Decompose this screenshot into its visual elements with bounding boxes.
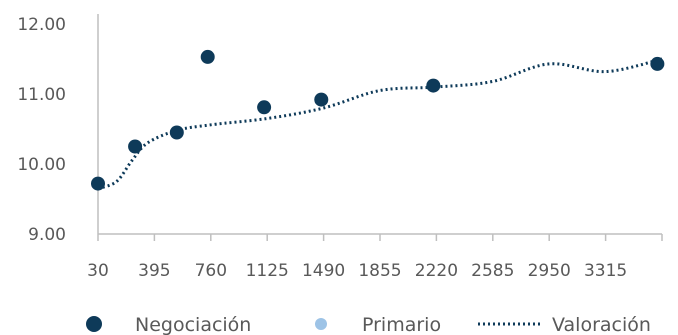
x-tick-label: 2220 — [415, 261, 458, 281]
x-tick-label: 3315 — [584, 261, 627, 281]
x-axis-labels: 30 395 760 1125 1490 1855 2220 2585 2950 3315 — [87, 261, 627, 281]
series-lines — [98, 59, 662, 189]
x-tick-label: 30 — [87, 261, 109, 281]
x-tick-label: 1125 — [246, 261, 289, 281]
x-tick-label: 1855 — [358, 261, 401, 281]
negociacion-point — [128, 140, 142, 154]
negociacion-point — [314, 93, 328, 107]
x-tick-label: 395 — [138, 261, 170, 281]
y-tick-label: 9.00 — [28, 225, 66, 245]
legend-label-valoracion: Valoración — [552, 314, 651, 335]
negociacion-point — [201, 50, 215, 64]
x-tick-label: 1490 — [302, 261, 345, 281]
negociacion-point — [170, 126, 184, 140]
y-axis-labels: 9.00 10.00 11.00 12.00 — [17, 15, 66, 245]
negociacion-point — [426, 79, 440, 93]
negociacion-point — [91, 177, 105, 191]
x-tick-label: 2950 — [528, 261, 571, 281]
valoracion-line — [98, 59, 662, 189]
y-tick-label: 10.00 — [17, 155, 66, 175]
negociacion-point — [257, 100, 271, 114]
x-axis-ticks — [98, 234, 662, 241]
legend: Negociación Primario Valoración — [86, 314, 651, 335]
negociacion-point — [650, 57, 664, 71]
series-points — [91, 50, 664, 191]
legend-marker-primario — [315, 318, 327, 330]
x-tick-label: 760 — [195, 261, 227, 281]
legend-marker-negociacion — [86, 316, 102, 332]
x-tick-label: 2585 — [471, 261, 514, 281]
legend-label-negociacion: Negociación — [135, 314, 251, 335]
legend-label-primario: Primario — [362, 314, 441, 335]
y-tick-label: 12.00 — [17, 15, 66, 35]
y-tick-label: 11.00 — [17, 85, 66, 105]
